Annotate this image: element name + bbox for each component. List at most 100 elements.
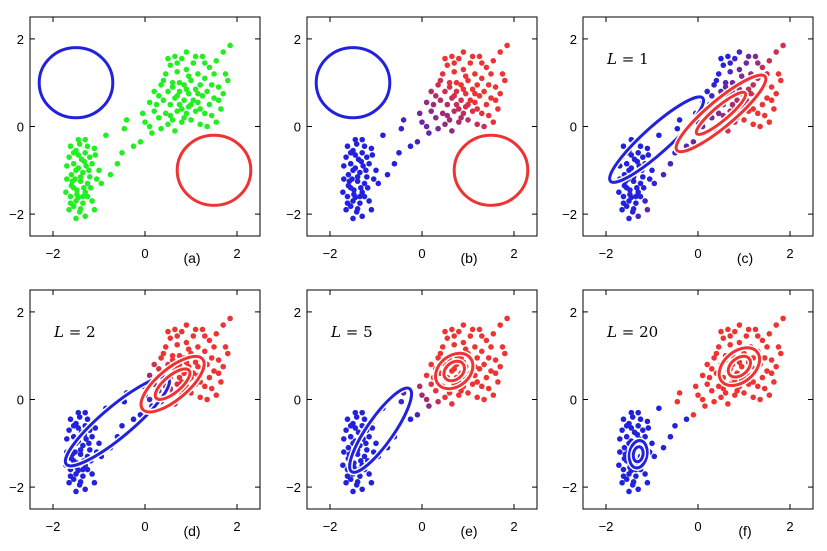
iteration-annotation: L = 1 [606, 50, 649, 68]
data-point [172, 53, 178, 60]
data-point [146, 372, 153, 379]
data-point [775, 344, 782, 350]
data-area [616, 315, 786, 495]
data-point [174, 68, 180, 75]
data-point [354, 451, 361, 458]
data-point [202, 333, 208, 339]
data-point [208, 355, 215, 361]
data-point [660, 171, 667, 178]
data-point [195, 344, 201, 350]
data-point [430, 101, 437, 108]
data-point [479, 383, 485, 390]
data-point [167, 62, 174, 68]
data-point [727, 341, 733, 348]
data-point [199, 326, 206, 333]
data-point [644, 479, 651, 486]
data-point [76, 414, 83, 420]
data-point [211, 95, 217, 101]
data-point [414, 412, 421, 418]
data-point [400, 117, 407, 123]
data-point [359, 136, 366, 143]
data-point [649, 167, 655, 174]
data-point [780, 315, 786, 322]
data-point [167, 112, 174, 119]
data-point [68, 171, 75, 178]
data-point [732, 392, 738, 398]
data-point [369, 425, 376, 431]
data-point [81, 185, 87, 191]
data-point [176, 88, 183, 95]
data-point [188, 77, 194, 84]
data-point [137, 139, 144, 145]
data-point [460, 322, 467, 328]
data-point [456, 328, 462, 335]
data-point [732, 328, 738, 335]
data-point [359, 149, 366, 156]
data-point [149, 130, 155, 136]
y-tick-label: 2 [294, 305, 301, 320]
data-point [623, 185, 630, 191]
data-point [169, 79, 176, 86]
gaussian-contour [726, 354, 753, 379]
data-point [488, 368, 494, 374]
data-point [346, 178, 353, 185]
data-point [211, 71, 217, 77]
data-point [628, 152, 635, 158]
data-point [93, 176, 100, 182]
data-point [456, 55, 462, 62]
data-point [407, 143, 414, 150]
data-point [366, 433, 372, 440]
data-point [70, 422, 77, 429]
data-point [635, 422, 641, 429]
data-point [357, 193, 363, 200]
gaussian-contour [452, 133, 530, 207]
data-point [626, 167, 632, 174]
data-point [773, 363, 779, 370]
data-point [481, 361, 487, 368]
data-point [202, 348, 208, 355]
data-point [629, 414, 636, 420]
data-point [683, 416, 690, 423]
data-point [343, 479, 349, 486]
data-point [352, 136, 359, 143]
data-point [66, 154, 72, 160]
data-point [635, 486, 641, 493]
data-point [165, 121, 171, 128]
gaussian-contour [627, 439, 649, 470]
data-point [479, 348, 485, 355]
data-point [361, 453, 368, 460]
data-point [84, 416, 91, 423]
x-tick-label: −2 [599, 246, 614, 261]
data-point [80, 466, 86, 473]
data-point [750, 82, 756, 88]
data-point [73, 167, 79, 174]
data-point [750, 121, 756, 128]
data-point [197, 82, 203, 88]
data-point [165, 55, 171, 62]
data-point [479, 60, 485, 66]
data-point [156, 93, 162, 99]
data-point [734, 387, 740, 394]
data-point [620, 473, 627, 479]
data-point [672, 422, 678, 429]
data-point [738, 73, 745, 79]
data-point [635, 149, 641, 156]
data-point [160, 350, 167, 357]
x-tick-label: 2 [233, 246, 240, 261]
x-tick-label: −2 [323, 519, 338, 534]
data-point [623, 433, 630, 440]
data-point [651, 453, 658, 460]
data-point [206, 374, 213, 381]
data-point [158, 82, 164, 88]
annotation-value: = 1 [617, 50, 649, 68]
data-point [469, 53, 476, 60]
data-point [156, 114, 162, 121]
iteration-annotation: L = 20 [606, 323, 658, 341]
x-tick-label: 2 [510, 519, 517, 534]
data-point [84, 180, 91, 187]
data-point [183, 66, 190, 73]
data-point [151, 108, 157, 114]
data-point [75, 152, 82, 158]
data-point [444, 62, 451, 68]
data-point [755, 60, 761, 66]
